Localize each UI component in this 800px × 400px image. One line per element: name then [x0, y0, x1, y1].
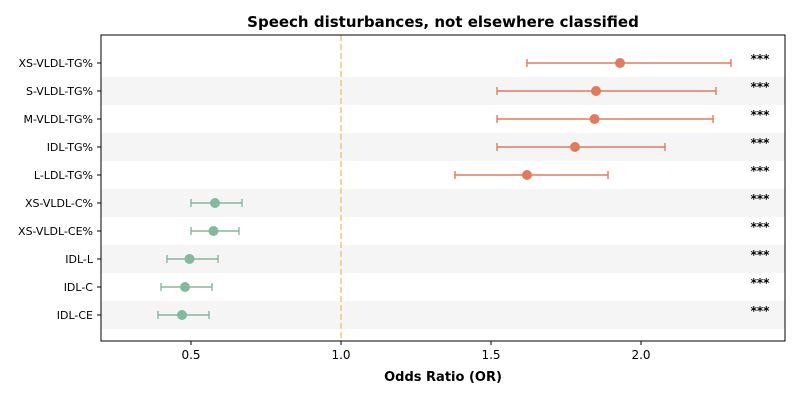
row-band: [101, 133, 785, 161]
odds-ratio-point: [522, 170, 532, 180]
odds-ratio-point: [591, 86, 601, 96]
significance-label: ***: [751, 80, 771, 94]
significance-label: ***: [751, 164, 771, 178]
odds-ratio-point: [208, 226, 219, 236]
x-tick-label: 1.0: [331, 348, 350, 362]
x-tick-label: 0.5: [181, 348, 200, 362]
row-label: L-LDL-TG%: [34, 169, 93, 182]
significance-label: ***: [751, 108, 771, 122]
x-tick-label: 2.0: [631, 348, 650, 362]
plot-frame: [100, 34, 786, 342]
row-bands: [101, 77, 785, 329]
row-label: XS-VLDL-CE%: [18, 225, 93, 238]
significance-label: ***: [751, 136, 771, 150]
row-label: M-VLDL-TG%: [23, 113, 93, 126]
significance-label: ***: [751, 220, 771, 234]
significance-label: ***: [751, 248, 771, 262]
odds-ratio-point: [210, 198, 220, 208]
row-label: IDL-L: [65, 253, 94, 266]
x-tick-label: 1.5: [481, 348, 500, 362]
data-marks: *** *** *** *** *** *** *** *** *** ***: [157, 52, 771, 320]
significance-label: ***: [751, 192, 771, 206]
row-label: S-VLDL-TG%: [26, 85, 93, 98]
odds-ratio-point: [570, 142, 580, 152]
odds-ratio-point: [184, 254, 195, 264]
chart-title: Speech disturbances, not elsewhere class…: [247, 13, 639, 31]
x-axis: 0.5 1.0 1.5 2.0: [181, 341, 651, 362]
significance-label: ***: [751, 276, 771, 290]
odds-ratio-point: [589, 114, 600, 124]
significance-label: ***: [751, 304, 771, 318]
y-axis: XS-VLDL-TG% S-VLDL-TG% M-VLDL-TG% IDL-TG% L-…: [18, 57, 101, 322]
x-axis-label: Odds Ratio (OR): [384, 370, 502, 385]
row-label: XS-VLDL-C%: [25, 197, 93, 210]
odds-ratio-point: [180, 282, 190, 292]
row-band: [101, 301, 785, 329]
row-label: IDL-TG%: [47, 141, 93, 154]
odds-ratio-point: [177, 310, 187, 320]
odds-ratio-point: [615, 58, 625, 68]
significance-label: ***: [751, 52, 771, 66]
row-label: XS-VLDL-TG%: [18, 57, 93, 70]
row-label: IDL-CE: [57, 309, 93, 322]
row-label: IDL-C: [64, 281, 94, 294]
